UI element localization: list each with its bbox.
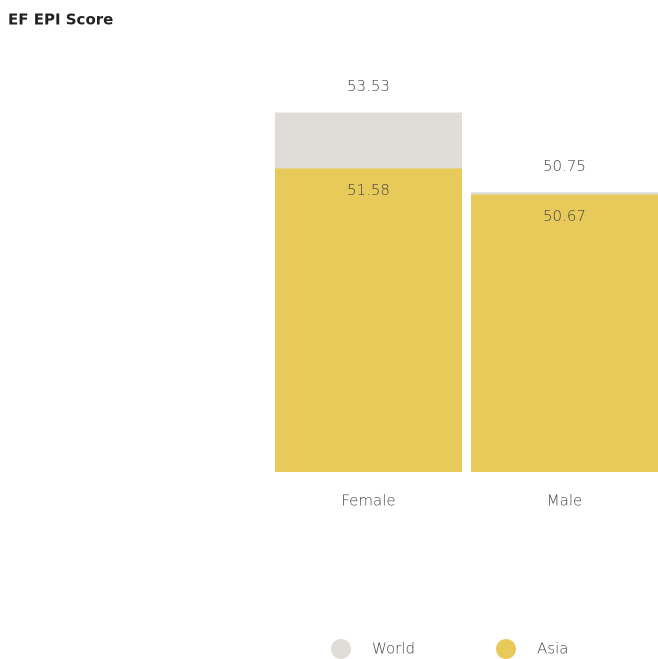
- value-label: 53.53: [347, 77, 390, 95]
- value-label: 50.75: [543, 157, 586, 175]
- chart-title: EF EPI Score: [8, 11, 113, 29]
- legend-label: Asia: [537, 640, 568, 658]
- legend-swatch: [496, 639, 516, 659]
- value-label: 50.67: [543, 207, 586, 225]
- x-tick-label: Female: [341, 492, 395, 510]
- legend-label: World: [372, 640, 415, 658]
- x-tick-label: Male: [547, 492, 583, 510]
- value-label: 51.58: [347, 181, 390, 199]
- bar: [275, 168, 462, 473]
- legend-swatch: [331, 639, 351, 659]
- bar: [471, 194, 658, 472]
